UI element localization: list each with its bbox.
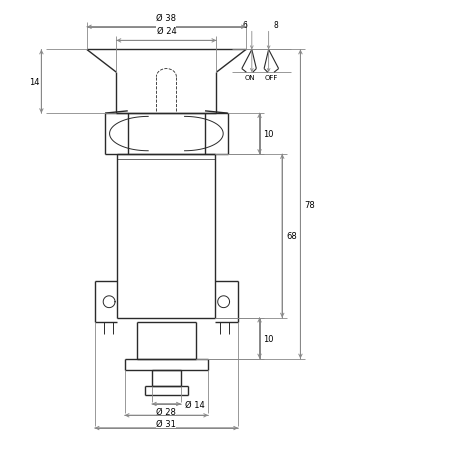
Text: 10: 10 bbox=[263, 130, 273, 139]
Text: 78: 78 bbox=[303, 200, 314, 209]
Text: 8: 8 bbox=[273, 21, 277, 30]
Text: Ø 28: Ø 28 bbox=[156, 406, 176, 415]
Text: 10: 10 bbox=[263, 334, 273, 343]
Text: Ø 14: Ø 14 bbox=[185, 400, 205, 409]
Text: Ø 38: Ø 38 bbox=[156, 13, 176, 22]
Text: OFF: OFF bbox=[264, 74, 277, 80]
Text: Ø 24: Ø 24 bbox=[156, 27, 176, 36]
Text: ON: ON bbox=[244, 74, 255, 80]
Text: 68: 68 bbox=[285, 232, 296, 241]
Text: Ø 31: Ø 31 bbox=[156, 419, 176, 428]
Text: 14: 14 bbox=[28, 78, 39, 87]
Text: 6: 6 bbox=[242, 21, 247, 30]
